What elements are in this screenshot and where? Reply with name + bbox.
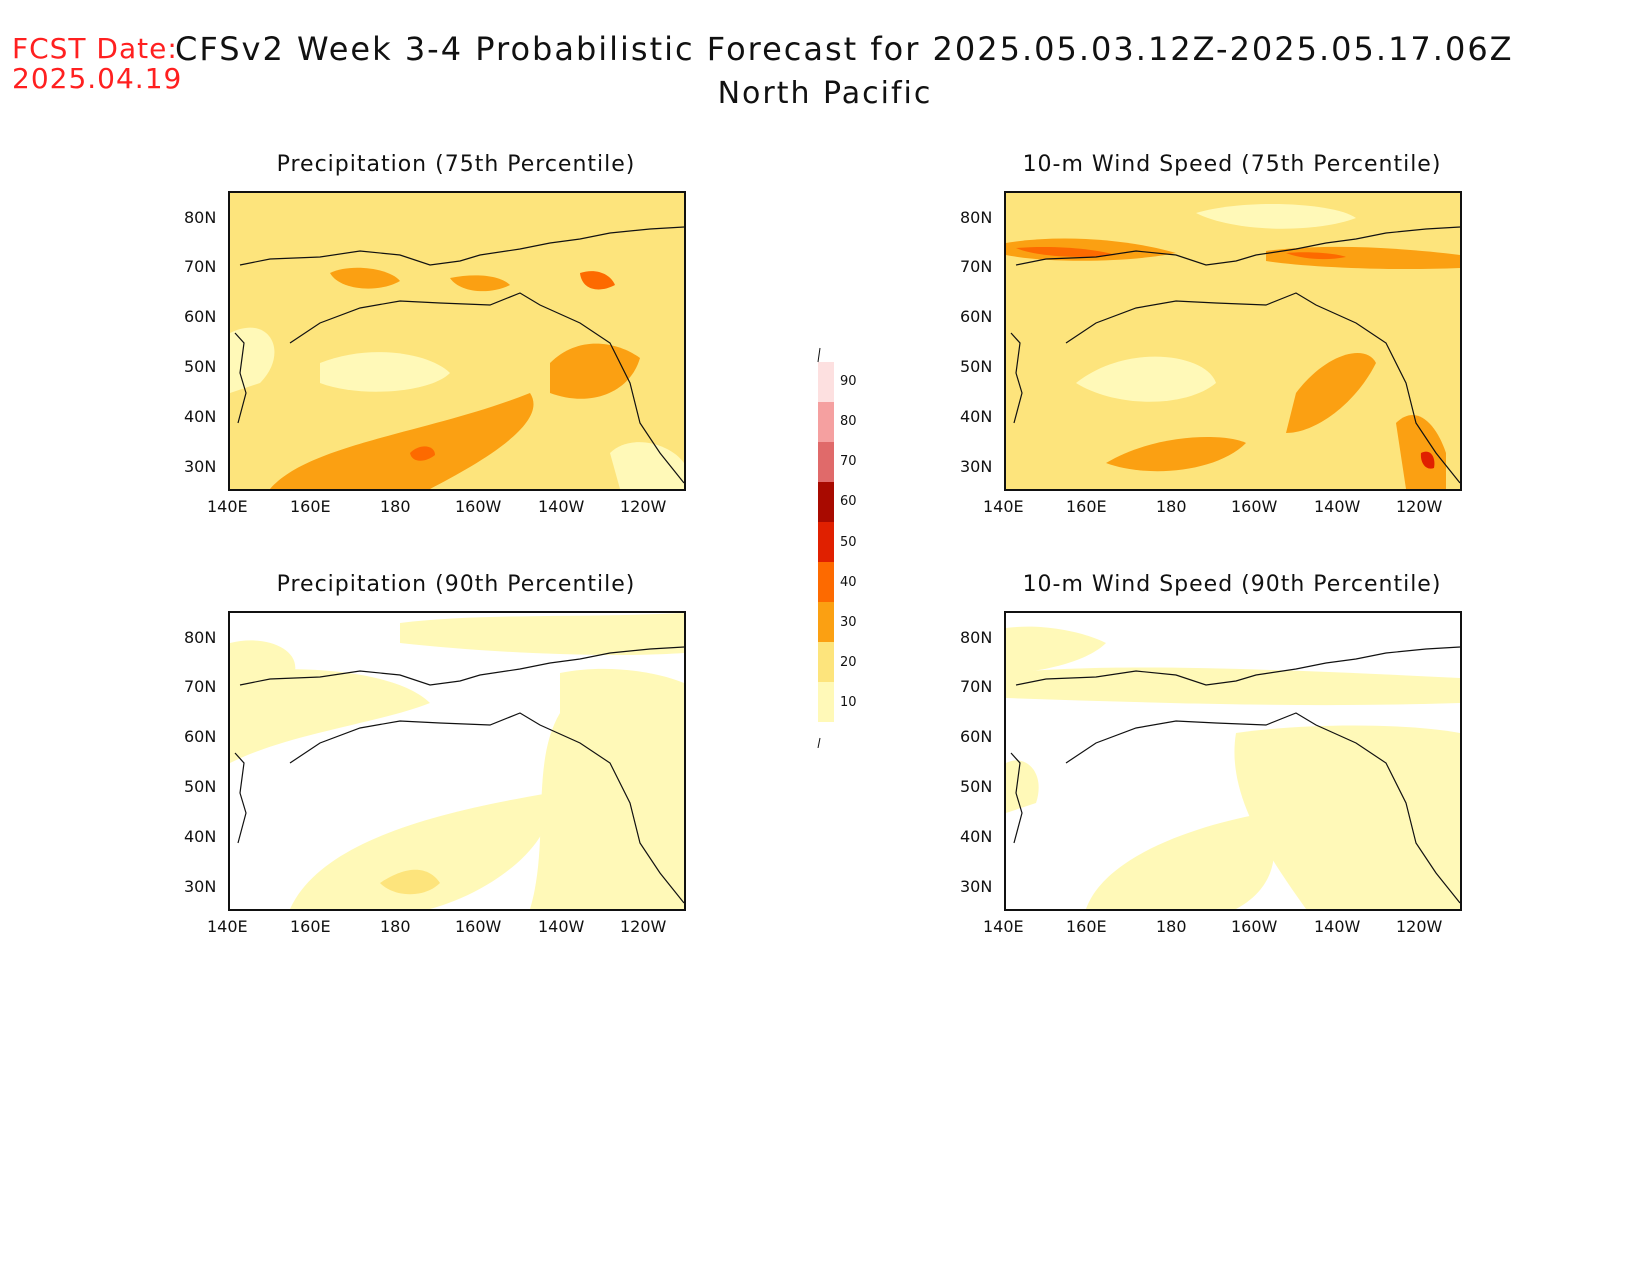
lon-label: 140E <box>983 917 1024 936</box>
lon-label: 120W <box>1396 917 1443 936</box>
lon-label: 120W <box>1396 497 1443 516</box>
colorbar-label: 70 <box>840 454 857 469</box>
panel-title-wind-90: 10-m Wind Speed (90th Percentile) <box>1022 572 1442 597</box>
lat-label: 40N <box>184 407 217 426</box>
lat-label: 70N <box>184 677 217 696</box>
map-panel-precip-90 <box>228 611 686 911</box>
map-canvas-wind-90 <box>1006 613 1460 909</box>
lon-label: 140E <box>983 497 1024 516</box>
lat-label: 40N <box>960 827 993 846</box>
lat-label: 40N <box>960 407 993 426</box>
fcst-date: FCST Date: 2025.04.19 <box>12 34 182 94</box>
colorbar-label: 80 <box>840 414 857 429</box>
lat-label: 60N <box>960 727 993 746</box>
colorbar-label: 10 <box>840 695 857 710</box>
lon-label: 120W <box>620 497 667 516</box>
colorbar-swatch <box>818 682 834 722</box>
lat-label: 60N <box>184 307 217 326</box>
lat-label: 60N <box>960 307 993 326</box>
lat-label: 80N <box>184 208 217 227</box>
lat-label: 30N <box>960 877 993 896</box>
lat-label: 50N <box>960 777 993 796</box>
page-title: CFSv2 Week 3-4 Probabilistic Forecast fo… <box>175 30 1514 68</box>
lat-label: 70N <box>960 677 993 696</box>
lat-label: 50N <box>960 357 993 376</box>
map-panel-precip-75 <box>228 191 686 491</box>
lat-label: 40N <box>184 827 217 846</box>
colorbar-swatches <box>817 347 834 748</box>
colorbar-label: 20 <box>840 655 857 670</box>
lon-label: 180 <box>380 917 411 936</box>
colorbar-swatch <box>818 602 834 642</box>
lon-label: 140E <box>207 497 248 516</box>
map-panel-wind-75 <box>1004 191 1462 491</box>
lon-label: 140E <box>207 917 248 936</box>
lon-label: 140W <box>538 497 585 516</box>
lon-label: 160E <box>290 497 331 516</box>
colorbar-swatch <box>818 562 834 602</box>
lon-label: 160E <box>290 917 331 936</box>
lat-label: 80N <box>184 628 217 647</box>
lon-label: 160W <box>455 917 502 936</box>
panel-title-wind-75: 10-m Wind Speed (75th Percentile) <box>1022 152 1442 177</box>
panel-title-precip-75: Precipitation (75th Percentile) <box>276 152 636 177</box>
lon-label: 120W <box>620 917 667 936</box>
fcst-date-value: 2025.04.19 <box>12 62 183 95</box>
lat-label: 30N <box>184 457 217 476</box>
lon-label: 180 <box>380 497 411 516</box>
map-panel-wind-90 <box>1004 611 1462 911</box>
lon-label: 180 <box>1156 917 1187 936</box>
colorbar-label: 40 <box>840 575 857 590</box>
colorbar-label: 30 <box>840 615 857 630</box>
colorbar-swatch <box>818 362 834 402</box>
map-canvas-precip-90 <box>230 613 684 909</box>
fcst-date-label: FCST Date: <box>12 32 178 65</box>
colorbar-swatch <box>818 642 834 682</box>
lat-label: 50N <box>184 777 217 796</box>
lat-label: 30N <box>184 877 217 896</box>
colorbar-label: 90 <box>840 374 857 389</box>
lon-label: 140W <box>538 917 585 936</box>
lat-label: 70N <box>960 257 993 276</box>
lon-label: 160W <box>1231 917 1278 936</box>
colorbar-swatch <box>818 482 834 522</box>
map-canvas-wind-75 <box>1006 193 1460 489</box>
lon-label: 180 <box>1156 497 1187 516</box>
lat-label: 70N <box>184 257 217 276</box>
lon-label: 160W <box>455 497 502 516</box>
lon-label: 140W <box>1314 497 1361 516</box>
lat-label: 30N <box>960 457 993 476</box>
lat-label: 80N <box>960 628 993 647</box>
colorbar-label: 50 <box>840 535 857 550</box>
region-subtitle: North Pacific <box>717 76 933 111</box>
lon-label: 160W <box>1231 497 1278 516</box>
lat-label: 50N <box>184 357 217 376</box>
lat-label: 60N <box>184 727 217 746</box>
lon-label: 160E <box>1066 497 1107 516</box>
lon-label: 160E <box>1066 917 1107 936</box>
colorbar-swatch <box>818 442 834 482</box>
map-canvas-precip-75 <box>230 193 684 489</box>
panel-title-precip-90: Precipitation (90th Percentile) <box>276 572 636 597</box>
lon-label: 140W <box>1314 917 1361 936</box>
colorbar-label: 60 <box>840 494 857 509</box>
colorbar-swatch <box>818 522 834 562</box>
lat-label: 80N <box>960 208 993 227</box>
colorbar-swatch <box>818 402 834 442</box>
